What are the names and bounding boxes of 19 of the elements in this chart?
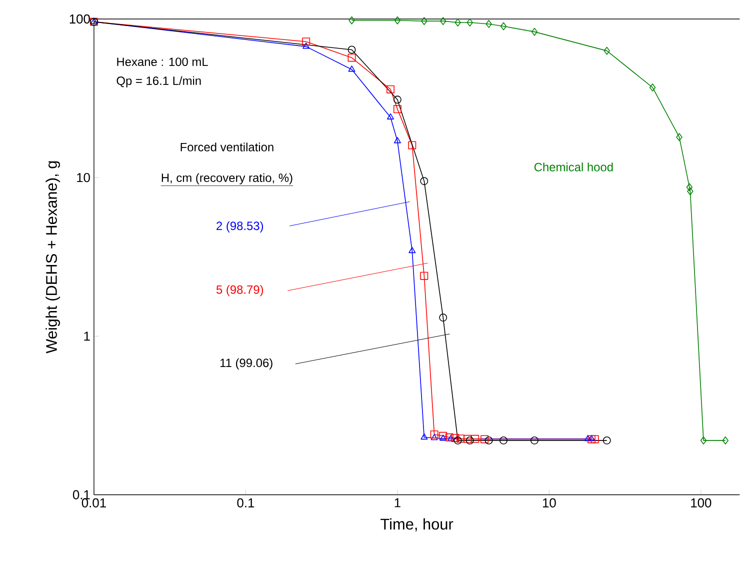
annotation: Forced ventilation: [180, 142, 274, 152]
x-tick-label: 0.1: [237, 498, 254, 508]
x-axis-title: Time, hour: [380, 518, 454, 532]
x-tick-label: 10: [542, 498, 556, 508]
x-tick-label: 0.01: [82, 498, 106, 508]
x-tick-label: 100: [691, 498, 712, 508]
text: 2 (98.53): [216, 221, 264, 233]
y-tick-label: 100: [70, 14, 90, 24]
y-tick-label: 0.1: [72, 490, 90, 500]
y-tick-label: 1: [84, 332, 90, 341]
annotation: H, cm (recovery ratio, %): [162, 173, 292, 185]
y-axis-title: Weight (DEHS + Hexane), g: [46, 161, 60, 354]
annotation: Hexane : 100 mL: [117, 58, 208, 66]
x-tick-label: 1: [394, 498, 400, 508]
text: Chemical hood: [534, 162, 613, 172]
annotation: Qp = 16.1 L/min: [116, 76, 201, 88]
y-tick-label: 10: [77, 173, 90, 182]
text: 11 (99.06): [220, 358, 272, 370]
text: 5 (98.79): [216, 285, 264, 296]
